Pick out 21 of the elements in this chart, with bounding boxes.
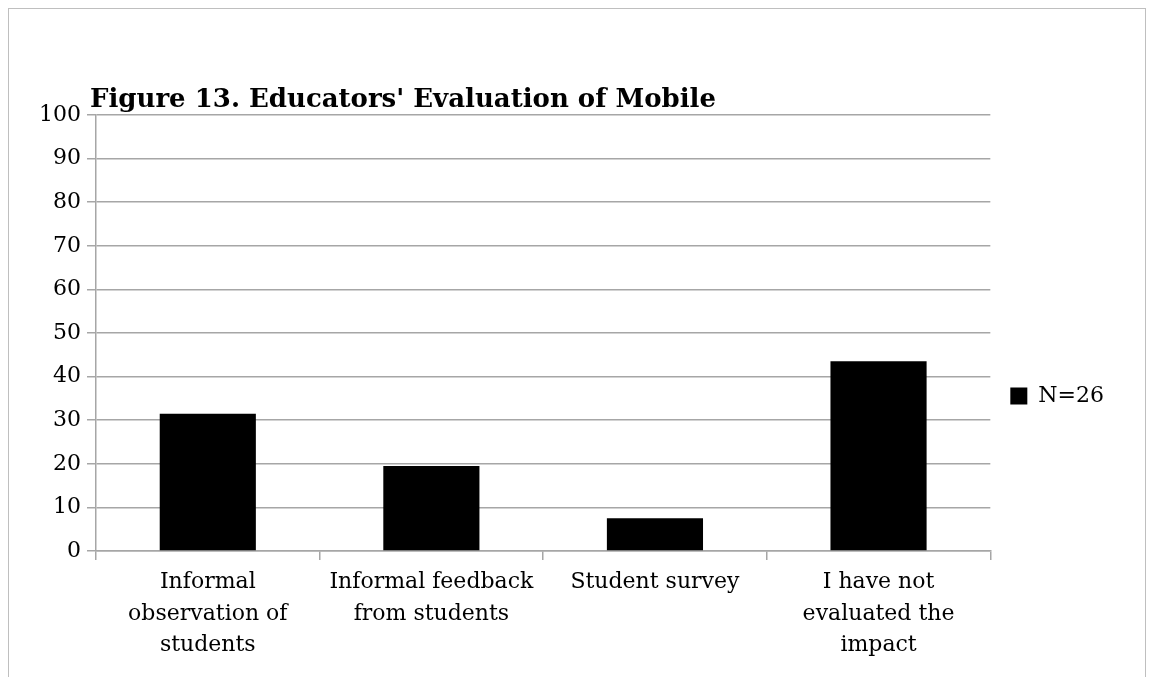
bar (830, 361, 927, 551)
legend-label: N=26 (1038, 381, 1105, 407)
bar (159, 413, 256, 551)
y-tick-label: 30 (53, 405, 81, 431)
x-tick-label: Informal feedback from students (329, 567, 534, 625)
y-tick-label: 70 (53, 231, 81, 257)
y-tick-label: 90 (53, 144, 81, 170)
y-tick-label: 0 (67, 536, 81, 562)
x-tick-label: I have not evaluated the impact (802, 567, 955, 657)
y-tick-label: 20 (53, 449, 81, 475)
bar (606, 518, 704, 551)
y-tick-label: 100 (39, 100, 81, 126)
bar (383, 465, 480, 551)
y-tick-label: 40 (53, 362, 81, 388)
y-tick-label: 80 (53, 187, 81, 213)
y-tick-label: 60 (53, 275, 81, 301)
x-tick-label: Student survey (570, 567, 741, 593)
chart-title: Figure 13. Educators' Evaluation of Mobile (90, 82, 717, 114)
y-tick-label: 10 (53, 493, 81, 519)
x-tick-label: Informal observation of students (128, 567, 290, 657)
y-tick-label: 50 (53, 318, 81, 344)
